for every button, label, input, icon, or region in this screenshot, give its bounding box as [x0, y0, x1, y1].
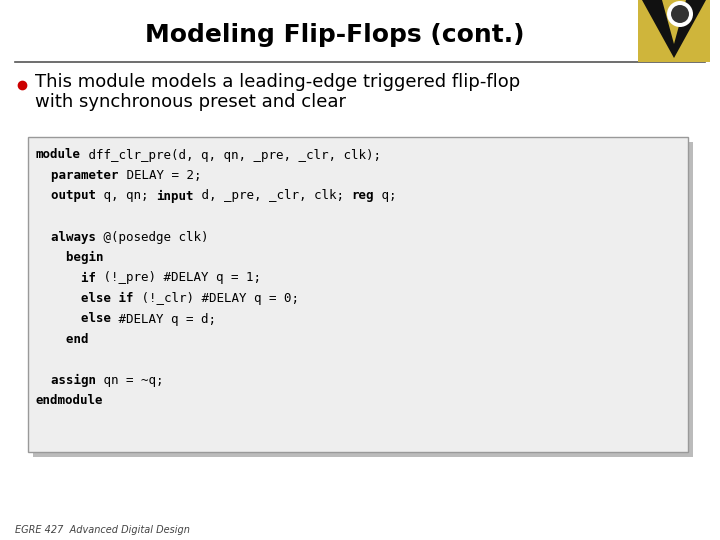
Text: This module models a leading-edge triggered flip-flop: This module models a leading-edge trigge…	[35, 73, 521, 91]
Circle shape	[671, 5, 689, 23]
Text: with synchronous preset and clear: with synchronous preset and clear	[35, 93, 346, 111]
Text: @(posedge clk): @(posedge clk)	[96, 231, 209, 244]
Text: if: if	[36, 272, 96, 285]
Text: DELAY = 2;: DELAY = 2;	[119, 169, 201, 182]
Text: EGRE 427  Advanced Digital Design: EGRE 427 Advanced Digital Design	[15, 525, 190, 535]
Text: end: end	[36, 333, 89, 346]
Text: d, _pre, _clr, clk;: d, _pre, _clr, clk;	[194, 190, 351, 202]
Text: q;: q;	[374, 190, 397, 202]
Text: Modeling Flip-Flops (cont.): Modeling Flip-Flops (cont.)	[145, 23, 525, 47]
FancyBboxPatch shape	[33, 142, 693, 457]
Text: endmodule: endmodule	[36, 395, 104, 408]
Text: (!_pre) #DELAY q = 1;: (!_pre) #DELAY q = 1;	[96, 272, 261, 285]
Text: assign: assign	[36, 374, 96, 387]
Text: module: module	[36, 148, 81, 161]
Circle shape	[667, 1, 693, 27]
FancyBboxPatch shape	[28, 137, 688, 452]
Text: else: else	[36, 313, 111, 326]
Polygon shape	[642, 0, 706, 58]
Text: else if: else if	[36, 292, 133, 305]
Text: q, qn;: q, qn;	[96, 190, 156, 202]
Text: (!_clr) #DELAY q = 0;: (!_clr) #DELAY q = 0;	[134, 292, 299, 305]
Text: parameter: parameter	[36, 169, 119, 182]
Text: reg: reg	[351, 190, 374, 202]
Text: output: output	[36, 190, 96, 202]
Text: dff_clr_pre(d, q, qn, _pre, _clr, clk);: dff_clr_pre(d, q, qn, _pre, _clr, clk);	[81, 148, 381, 161]
Text: begin: begin	[36, 251, 104, 264]
Text: qn = ~q;: qn = ~q;	[96, 374, 163, 387]
Text: #DELAY q = d;: #DELAY q = d;	[111, 313, 216, 326]
Text: always: always	[36, 231, 96, 244]
Text: input: input	[156, 190, 194, 202]
FancyBboxPatch shape	[638, 0, 710, 62]
